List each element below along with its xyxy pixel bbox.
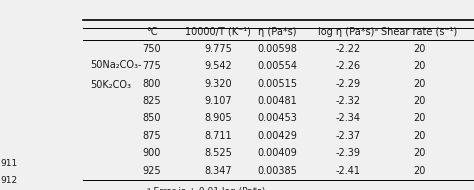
Text: 0.00481: 0.00481 (257, 96, 297, 106)
Text: 0.00385: 0.00385 (257, 166, 297, 176)
Text: 20: 20 (413, 44, 426, 54)
Text: 9.320: 9.320 (204, 78, 232, 89)
Text: 0.00453: 0.00453 (257, 113, 297, 124)
Text: 0.00598: 0.00598 (257, 44, 297, 54)
Text: log η (Pa*s)ᵃ: log η (Pa*s)ᵃ (319, 27, 378, 37)
Text: -2.39: -2.39 (336, 148, 361, 158)
Text: 925: 925 (142, 166, 161, 176)
Text: -2.41: -2.41 (336, 166, 361, 176)
Text: 20: 20 (413, 61, 426, 71)
Text: 8.347: 8.347 (204, 166, 232, 176)
Text: Shear rate (s⁻¹): Shear rate (s⁻¹) (382, 27, 457, 37)
Text: 50K₂CO₃: 50K₂CO₃ (90, 81, 131, 90)
Text: 825: 825 (142, 96, 161, 106)
Text: 0.00429: 0.00429 (257, 131, 297, 141)
Text: η (Pa*s): η (Pa*s) (258, 27, 297, 37)
Text: °C: °C (146, 27, 157, 37)
Text: -2.22: -2.22 (336, 44, 361, 54)
Text: 10000/T (K⁻¹): 10000/T (K⁻¹) (185, 27, 251, 37)
Text: 9.542: 9.542 (204, 61, 232, 71)
Text: ᵃ Error is ± 0.01 log (Pa*s): ᵃ Error is ± 0.01 log (Pa*s) (147, 187, 265, 190)
Text: 20: 20 (413, 113, 426, 124)
Text: -2.29: -2.29 (336, 78, 361, 89)
Text: 8.525: 8.525 (204, 148, 232, 158)
Text: 900: 900 (143, 148, 161, 158)
Text: 20: 20 (413, 148, 426, 158)
Text: 0.00515: 0.00515 (257, 78, 297, 89)
Text: 775: 775 (142, 61, 161, 71)
Text: 8.711: 8.711 (204, 131, 232, 141)
Text: 9.775: 9.775 (204, 44, 232, 54)
Text: -2.37: -2.37 (336, 131, 361, 141)
Text: 911: 911 (0, 159, 17, 168)
Text: -2.32: -2.32 (336, 96, 361, 106)
Text: -2.26: -2.26 (336, 61, 361, 71)
Text: 50Na₂CO₃-: 50Na₂CO₃- (90, 60, 142, 70)
Text: 0.00409: 0.00409 (257, 148, 297, 158)
Text: 912: 912 (0, 176, 17, 185)
Text: 850: 850 (142, 113, 161, 124)
Text: 8.905: 8.905 (204, 113, 232, 124)
Text: 20: 20 (413, 166, 426, 176)
Text: 750: 750 (142, 44, 161, 54)
Text: 9.107: 9.107 (204, 96, 232, 106)
Text: 0.00554: 0.00554 (257, 61, 297, 71)
Text: 20: 20 (413, 131, 426, 141)
Text: 20: 20 (413, 96, 426, 106)
Text: 800: 800 (143, 78, 161, 89)
Text: 875: 875 (142, 131, 161, 141)
Text: -2.34: -2.34 (336, 113, 361, 124)
Text: 20: 20 (413, 78, 426, 89)
